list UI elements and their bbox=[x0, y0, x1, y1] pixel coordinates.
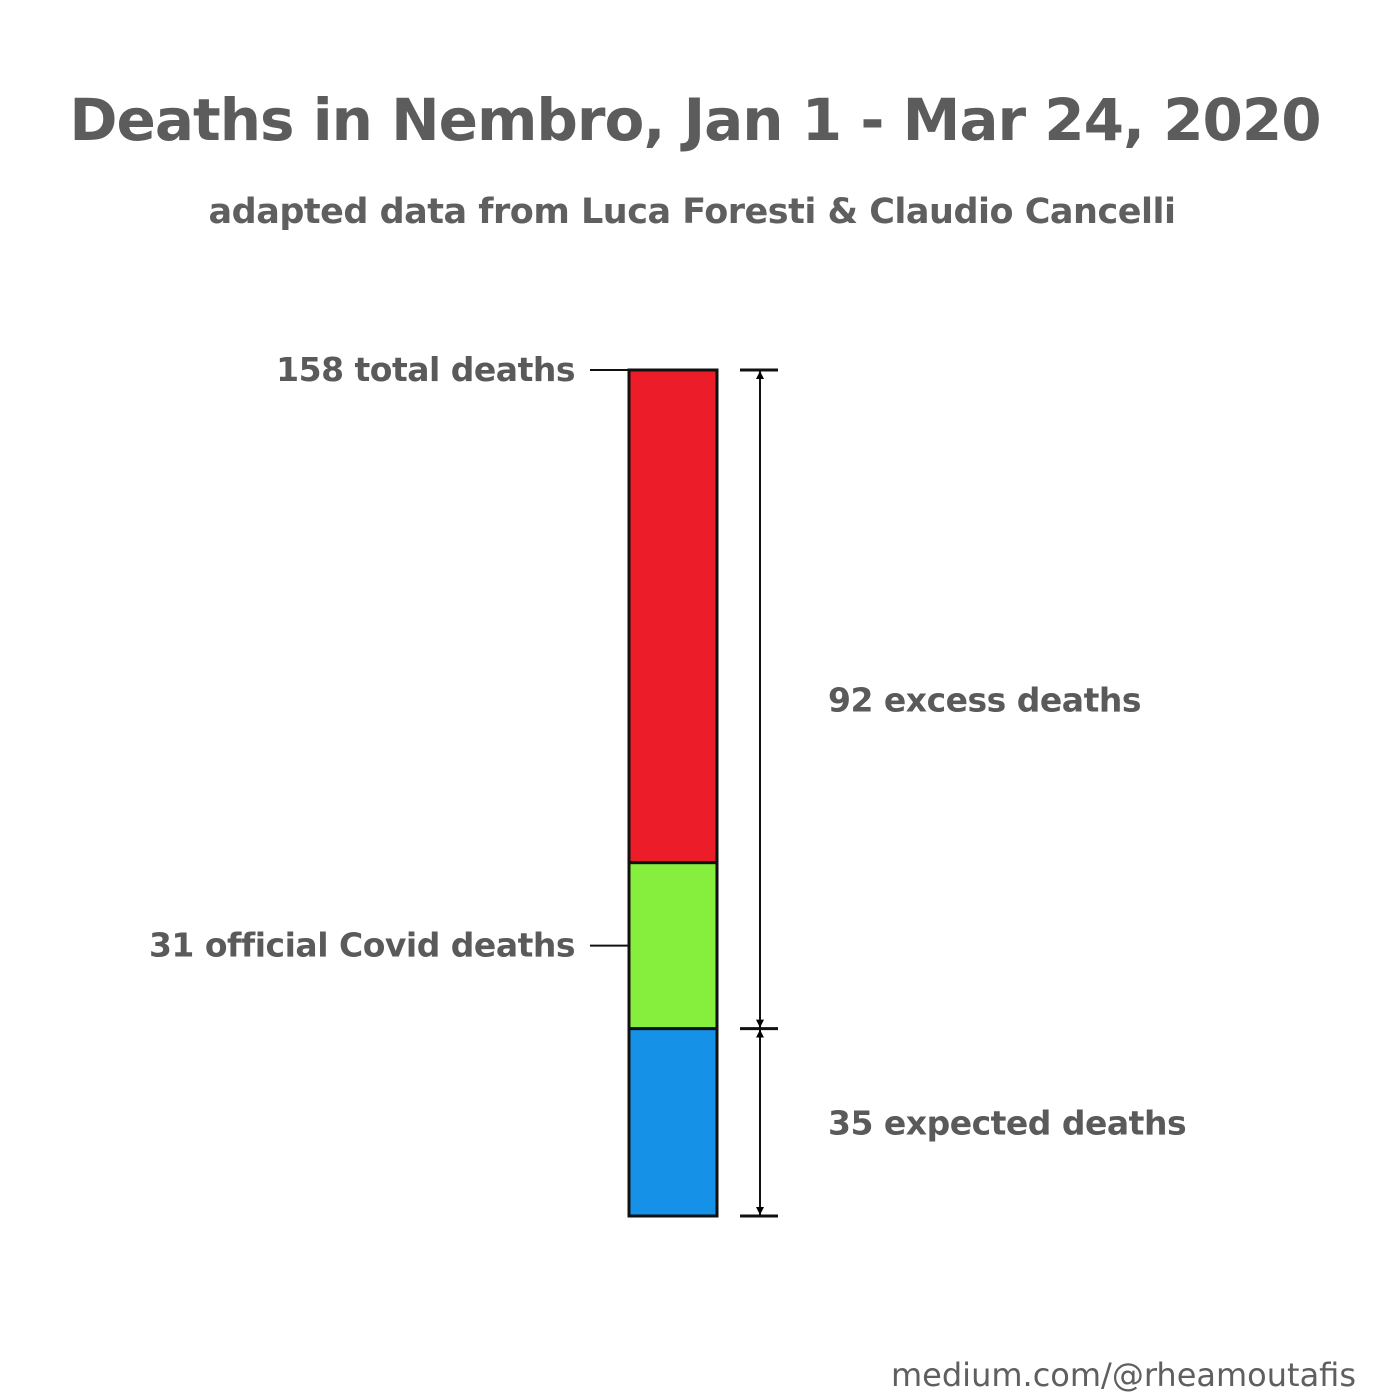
total-deaths-label: 158 total deaths bbox=[276, 350, 575, 389]
bar-segment-covid bbox=[627, 861, 719, 1031]
excess-deaths-label: 92 excess deaths bbox=[828, 680, 1141, 719]
expected-deaths-label: 35 expected deaths bbox=[828, 1103, 1186, 1142]
bar-group bbox=[627, 368, 719, 1218]
bar-segment-excess bbox=[627, 368, 719, 865]
covid-deaths-label: 31 official Covid deaths bbox=[149, 926, 575, 965]
chart-title: Deaths in Nembro, Jan 1 - Mar 24, 2020 bbox=[69, 86, 1321, 154]
bar-segment-expected bbox=[627, 1027, 719, 1218]
footer-credit: medium.com/@rheamoutafis bbox=[891, 1356, 1356, 1394]
annotation-group: 158 total deaths 31 official Covid deaths… bbox=[149, 350, 1187, 1218]
chart-subtitle: adapted data from Luca Foresti & Claudio… bbox=[208, 192, 1176, 232]
